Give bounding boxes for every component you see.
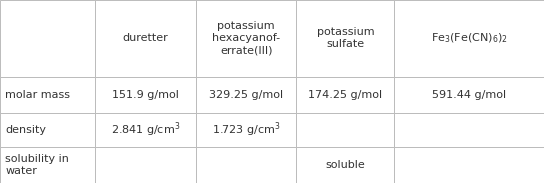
Text: potassium
hexacyanof-
errate(III): potassium hexacyanof- errate(III) [212, 21, 280, 55]
Text: 151.9 g/mol: 151.9 g/mol [112, 90, 179, 100]
Bar [0, 77, 95, 113]
Text: density: density [5, 125, 46, 135]
Text: 174.25 g/mol: 174.25 g/mol [308, 90, 382, 100]
Bar [196, 0, 296, 77]
Text: duretter: duretter [122, 33, 169, 43]
Bar [394, 147, 544, 183]
Text: Fe$_3$(Fe(CN)$_6$)$_2$: Fe$_3$(Fe(CN)$_6$)$_2$ [431, 32, 508, 45]
Text: 329.25 g/mol: 329.25 g/mol [209, 90, 283, 100]
Bar [95, 0, 196, 77]
Bar [196, 147, 296, 183]
Bar [0, 113, 95, 147]
Text: molar mass: molar mass [5, 90, 70, 100]
Bar [394, 113, 544, 147]
Bar [394, 0, 544, 77]
Bar [296, 0, 394, 77]
Bar [95, 147, 196, 183]
Bar [296, 77, 394, 113]
Text: 1.723 g/cm$^3$: 1.723 g/cm$^3$ [212, 121, 281, 139]
Bar [394, 77, 544, 113]
Text: solubility in
water: solubility in water [5, 154, 69, 176]
Text: potassium
sulfate: potassium sulfate [317, 27, 374, 49]
Text: 2.841 g/cm$^3$: 2.841 g/cm$^3$ [111, 121, 180, 139]
Text: 591.44 g/mol: 591.44 g/mol [432, 90, 506, 100]
Bar [0, 0, 95, 77]
Bar [196, 77, 296, 113]
Bar [196, 113, 296, 147]
Bar [95, 77, 196, 113]
Bar [0, 147, 95, 183]
Bar [95, 113, 196, 147]
Bar [296, 147, 394, 183]
Bar [296, 113, 394, 147]
Text: soluble: soluble [325, 160, 366, 170]
